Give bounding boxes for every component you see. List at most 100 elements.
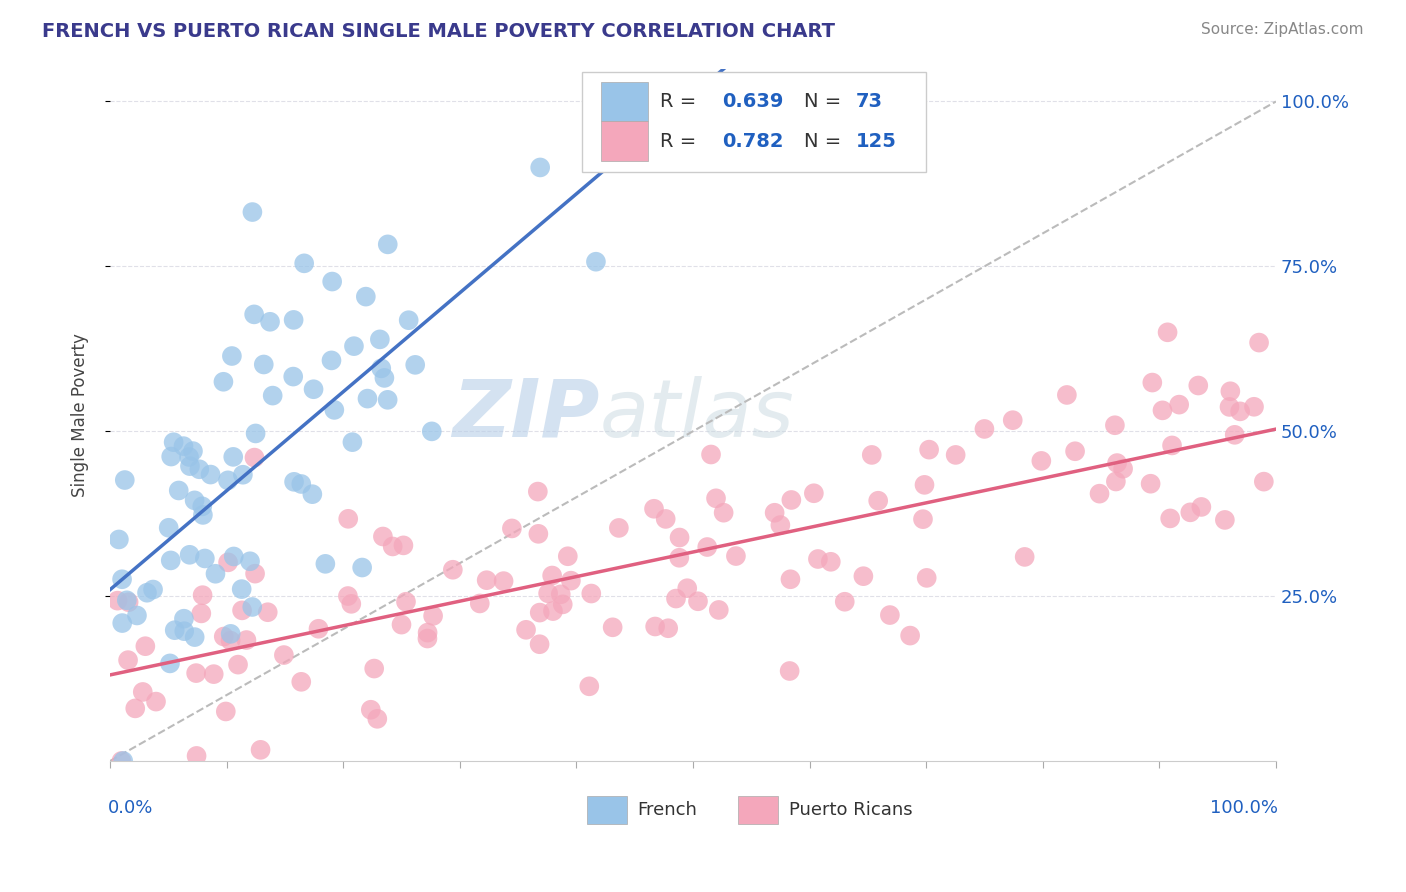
Point — [1156, 326, 1178, 340]
Point — [159, 553, 181, 567]
Point — [336, 589, 359, 603]
Point — [422, 608, 444, 623]
Point — [194, 551, 217, 566]
Point — [1187, 378, 1209, 392]
Point — [1159, 511, 1181, 525]
FancyBboxPatch shape — [600, 82, 648, 121]
Point — [879, 608, 901, 623]
Point — [200, 467, 222, 482]
Point — [1253, 475, 1275, 489]
Point — [780, 493, 803, 508]
Point — [1218, 400, 1240, 414]
Point — [217, 555, 239, 569]
Point — [1189, 500, 1212, 514]
Point — [215, 705, 238, 719]
Point — [807, 552, 830, 566]
Point — [337, 512, 360, 526]
Point — [391, 617, 413, 632]
Point — [1112, 461, 1135, 475]
Point — [283, 369, 305, 384]
Text: R =: R = — [661, 92, 703, 112]
Text: French: French — [637, 801, 697, 819]
Point — [243, 307, 266, 321]
Point — [700, 448, 723, 462]
Point — [1247, 335, 1270, 350]
Point — [581, 586, 603, 600]
Point — [302, 382, 325, 396]
Point — [191, 508, 214, 522]
Point — [1105, 456, 1128, 470]
Point — [1139, 476, 1161, 491]
Point — [321, 275, 343, 289]
Point — [1056, 388, 1078, 402]
Point — [1219, 384, 1241, 399]
Point — [190, 607, 212, 621]
Point — [395, 595, 418, 609]
Point — [183, 493, 205, 508]
Point — [352, 560, 374, 574]
Point — [527, 526, 550, 541]
Point — [219, 627, 242, 641]
Point — [290, 674, 312, 689]
Point — [142, 582, 165, 597]
Text: N =: N = — [804, 132, 848, 151]
Point — [231, 582, 253, 596]
Point — [1229, 404, 1251, 418]
Point — [342, 435, 364, 450]
Point — [644, 619, 666, 633]
Point — [779, 572, 801, 586]
Point — [115, 593, 138, 607]
Text: ZIP: ZIP — [453, 376, 600, 454]
Point — [914, 478, 936, 492]
Point — [416, 632, 439, 646]
Point — [686, 594, 709, 608]
Text: Puerto Ricans: Puerto Ricans — [789, 801, 912, 819]
Point — [221, 349, 243, 363]
Point — [173, 624, 195, 639]
Text: 125: 125 — [856, 132, 897, 151]
Point — [145, 695, 167, 709]
Point — [1142, 376, 1164, 390]
Point — [860, 448, 883, 462]
Point — [253, 358, 276, 372]
Point — [356, 392, 378, 406]
Point — [398, 313, 420, 327]
Point — [243, 450, 266, 465]
Point — [607, 521, 630, 535]
Point — [314, 557, 336, 571]
FancyBboxPatch shape — [738, 797, 778, 824]
Point — [114, 473, 136, 487]
Point — [696, 540, 718, 554]
Point — [162, 435, 184, 450]
Point — [157, 521, 180, 535]
Point — [343, 339, 366, 353]
Point — [181, 444, 204, 458]
Point — [191, 500, 214, 514]
Point — [724, 549, 747, 563]
Point — [557, 549, 579, 564]
Point — [179, 459, 201, 474]
Point — [1213, 513, 1236, 527]
Point — [392, 538, 415, 552]
Point — [262, 388, 284, 402]
Point — [283, 313, 305, 327]
Point — [763, 506, 786, 520]
Point — [1243, 400, 1265, 414]
Text: FRENCH VS PUERTO RICAN SINGLE MALE POVERTY CORRELATION CHART: FRENCH VS PUERTO RICAN SINGLE MALE POVER… — [42, 22, 835, 41]
Point — [242, 205, 264, 219]
Point — [550, 587, 572, 601]
Point — [541, 604, 564, 618]
Point — [368, 332, 391, 346]
Point — [354, 290, 377, 304]
Text: atlas: atlas — [600, 376, 794, 454]
Point — [340, 597, 363, 611]
Point — [292, 256, 315, 270]
Point — [1014, 549, 1036, 564]
Point — [239, 554, 262, 568]
Point — [381, 540, 404, 554]
Y-axis label: Single Male Poverty: Single Male Poverty — [72, 333, 89, 497]
Point — [167, 483, 190, 498]
Text: 0.782: 0.782 — [723, 132, 783, 151]
Point — [163, 623, 186, 637]
Point — [707, 603, 730, 617]
